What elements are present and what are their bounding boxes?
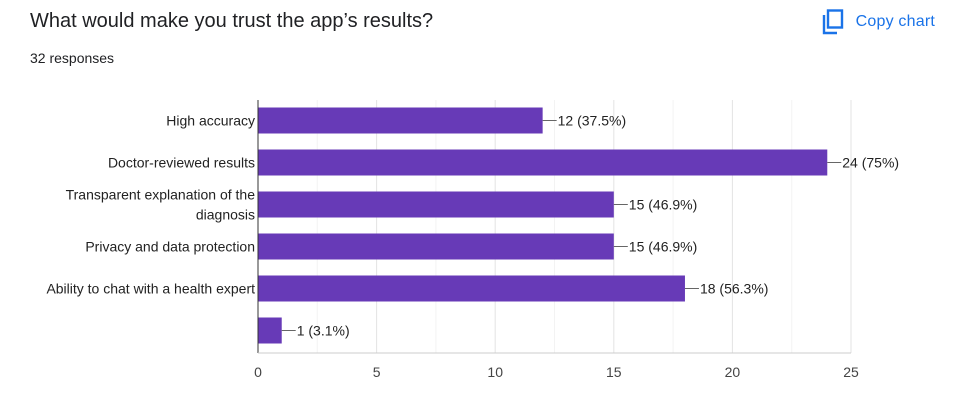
x-tick-label: 0 xyxy=(254,364,262,380)
copy-chart-button[interactable]: Copy chart xyxy=(822,6,935,38)
response-count: 32 responses xyxy=(30,50,115,66)
copy-chart-label: Copy chart xyxy=(855,13,935,30)
data-label: 15 (46.9%) xyxy=(629,197,697,213)
data-label: 12 (37.5%) xyxy=(558,113,626,129)
category-label: Ability to chat with a health expert xyxy=(46,281,255,297)
x-tick-label: 25 xyxy=(843,364,859,380)
bar xyxy=(258,191,614,218)
x-tick-label: 20 xyxy=(725,364,741,380)
category-label: High accuracy xyxy=(166,113,255,129)
bar xyxy=(258,149,828,176)
copy-icon xyxy=(822,9,844,35)
data-label: 15 (46.9%) xyxy=(629,239,697,255)
category-label: diagnosis xyxy=(196,207,255,223)
data-label: 1 (3.1%) xyxy=(297,323,350,339)
chart-title: What would make you trust the app’s resu… xyxy=(30,10,434,32)
bar xyxy=(258,275,685,302)
x-tick-label: 5 xyxy=(373,364,381,380)
data-label: 18 (56.3%) xyxy=(700,281,768,297)
category-label: Doctor-reviewed results xyxy=(108,155,255,171)
category-label: Transparent explanation of the xyxy=(66,187,256,203)
x-tick-label: 15 xyxy=(606,364,622,380)
category-label: Privacy and data protection xyxy=(85,239,255,255)
data-label: 24 (75%) xyxy=(842,155,899,171)
bar xyxy=(258,107,543,134)
bar xyxy=(258,317,282,344)
x-tick-label: 10 xyxy=(487,364,503,380)
bar xyxy=(258,233,614,260)
